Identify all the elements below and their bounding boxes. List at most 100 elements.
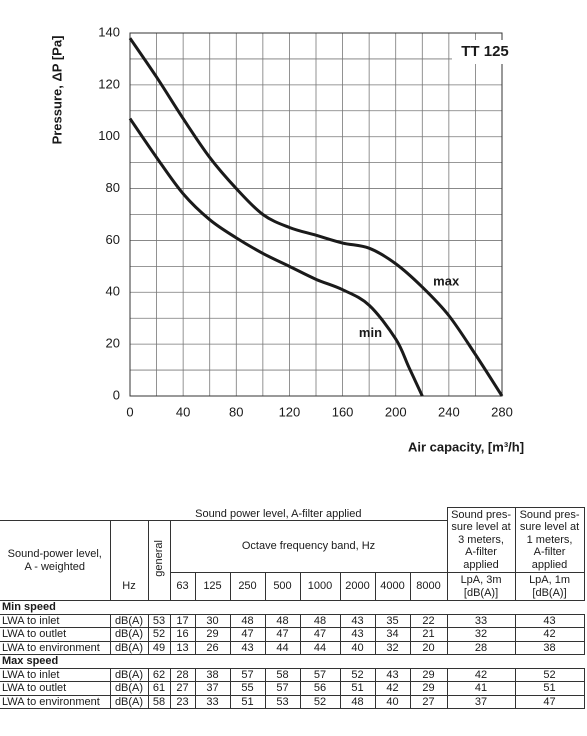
x-tick-label: 280 [491, 404, 513, 419]
text-line: [dB(A)] [463, 586, 499, 599]
section-title: Min speed [0, 600, 585, 615]
band-value: 27 [169, 681, 196, 696]
data-row: LWA to environment dB(A) 49 13 26 43 44 44 40 32 2… [0, 640, 585, 655]
lpa3-value: 41 [446, 681, 516, 696]
band-value: 48 [229, 613, 266, 628]
band-value: 30 [194, 613, 231, 628]
band-value: 43 [339, 613, 376, 628]
band-value: 40 [339, 640, 376, 655]
lpa3-title: Sound pres-sure level at 3 meters, A-filte… [446, 507, 516, 573]
lpa1-value: 43 [514, 613, 585, 628]
lpa3-value: 33 [446, 613, 516, 628]
unit: dB(A) [109, 694, 149, 709]
lpa1-value: 52 [514, 667, 585, 682]
unit: dB(A) [109, 681, 149, 696]
lpa3-value: 42 [446, 667, 516, 682]
text-line: A-filter [465, 546, 497, 559]
band-value: 37 [194, 681, 231, 696]
x-tick-label: 240 [438, 404, 460, 419]
band-value: 33 [194, 694, 231, 709]
chart-title: TT 125 [461, 43, 509, 60]
y-tick-label: 100 [98, 128, 120, 143]
data-row: LWA to inlet dB(A) 62 28 38 57 58 57 52 43 29 42 52 [0, 667, 585, 682]
band-value: 51 [339, 681, 376, 696]
band-value: 57 [299, 667, 341, 682]
unit: dB(A) [109, 667, 149, 682]
band-value: 52 [339, 667, 376, 682]
y-axis-label: Pressure, ΔP [Pa] [49, 36, 64, 145]
row-label: LWA to inlet [0, 613, 111, 628]
text-line: Sound-power level, [7, 548, 102, 560]
x-tick-label: 120 [279, 404, 301, 419]
text-line: Sound pres- [519, 508, 580, 521]
general-value: 53 [147, 613, 171, 628]
text-line: [dB(A)] [532, 586, 567, 599]
curve [128, 117, 424, 397]
band-value: 20 [409, 640, 448, 655]
lpa1-title: Sound pres-sure level at 1 meters, A-filte… [514, 507, 585, 573]
row-label-header: Sound-power level, A - weighted [0, 520, 111, 601]
lpa1-unit: LpA, 1m [dB(A)] [514, 572, 585, 601]
band-value: 23 [169, 694, 196, 709]
lpa3-value: 32 [446, 627, 516, 642]
general-header: general [147, 520, 171, 601]
band-value: 21 [409, 627, 448, 642]
group-title: Sound power level, A-filter applied [110, 507, 448, 521]
x-tick-label: 80 [229, 404, 243, 419]
band-label: 1000 [299, 572, 341, 601]
y-tick-label: 40 [106, 284, 120, 299]
row-label: LWA to outlet [0, 681, 111, 696]
unit: dB(A) [109, 627, 149, 642]
annotation: max [433, 273, 460, 288]
text-line: sure level at [451, 521, 511, 534]
row-label: LWA to inlet [0, 667, 111, 682]
empty-cell [109, 520, 149, 573]
section-title: Max speed [0, 654, 585, 669]
band-value: 27 [409, 694, 448, 709]
data-row: LWA to outlet dB(A) 52 16 29 47 47 47 43 34 21 32 42 [0, 627, 585, 642]
band-value: 55 [229, 681, 266, 696]
x-tick-label: 0 [126, 404, 133, 419]
band-label: 4000 [374, 572, 411, 601]
text-line: 3 meters, [458, 533, 504, 546]
band-value: 13 [169, 640, 196, 655]
text-line: 1 meters, [526, 533, 573, 546]
band-label: 125 [194, 572, 231, 601]
data-row: LWA to environment dB(A) 58 23 33 51 53 52 48 40 2… [0, 694, 585, 709]
table-body: Sound power level, A-filter applied Soun… [0, 507, 585, 709]
general-value: 58 [147, 694, 171, 709]
chart: Pressure, ΔP [Pa] Air capacity, [m³/h] 0… [49, 24, 524, 454]
band-value: 48 [339, 694, 376, 709]
title-box [452, 40, 518, 64]
lpa3-value: 28 [446, 640, 516, 655]
band-value: 53 [264, 694, 301, 709]
header-row: Sound-power level, A - weighted general O… [0, 520, 584, 601]
row-label: LWA to environment [0, 694, 111, 709]
annotation: min [359, 325, 382, 340]
band-value: 58 [264, 667, 301, 682]
band-value: 34 [374, 627, 411, 642]
band-value: 28 [169, 667, 196, 682]
band-label: 63 [169, 572, 196, 601]
band-value: 16 [169, 627, 196, 642]
band-value: 22 [409, 613, 448, 628]
y-tick-label: 120 [98, 76, 120, 91]
text-line: A-filter [533, 546, 566, 559]
text-line: Sound pres- [451, 508, 512, 521]
general-value: 61 [147, 681, 171, 696]
x-tick-label: 160 [332, 404, 354, 419]
band-value: 42 [374, 681, 411, 696]
band-label: 500 [264, 572, 301, 601]
octave-title: Octave frequency band, Hz [169, 520, 448, 573]
band-value: 29 [409, 681, 448, 696]
band-value: 52 [299, 694, 341, 709]
band-label: 250 [229, 572, 266, 601]
header-row: Sound power level, A-filter applied Soun… [0, 507, 585, 573]
text-line: applied [531, 558, 568, 571]
data-row: LWA to inlet dB(A) 53 17 30 48 48 48 43 35 22 33 43 [0, 613, 585, 628]
y-tick-label: 60 [106, 232, 120, 247]
general-value: 62 [147, 667, 171, 682]
band-value: 29 [409, 667, 448, 682]
band-value: 48 [264, 613, 301, 628]
